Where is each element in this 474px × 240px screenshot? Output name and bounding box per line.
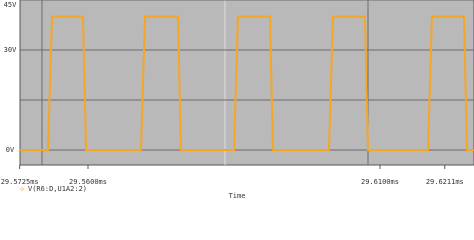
- x-tick-label: 29.5600ms: [69, 178, 107, 186]
- y-tick-label: 30V: [4, 46, 17, 54]
- x-tick-label: 29.6100ms: [361, 178, 399, 186]
- x-axis-label: Time: [229, 192, 246, 200]
- chart: Time ◇ V(R6:D,U1A2:2) 0V 30V 45V 29.5725ms 2…: [1, 0, 474, 200]
- legend-marker: ◇: [20, 185, 25, 193]
- y-tick-label: 45V: [4, 1, 17, 9]
- y-tick-label: 0V: [6, 146, 15, 154]
- x-tick-label: 29.6211ms: [426, 178, 464, 186]
- legend-entry: V(R6:D,U1A2:2): [28, 185, 87, 193]
- series-line: [19, 15, 474, 151]
- plot-area: [19, 0, 474, 166]
- x-tick-label: 29.5725ms: [1, 178, 39, 186]
